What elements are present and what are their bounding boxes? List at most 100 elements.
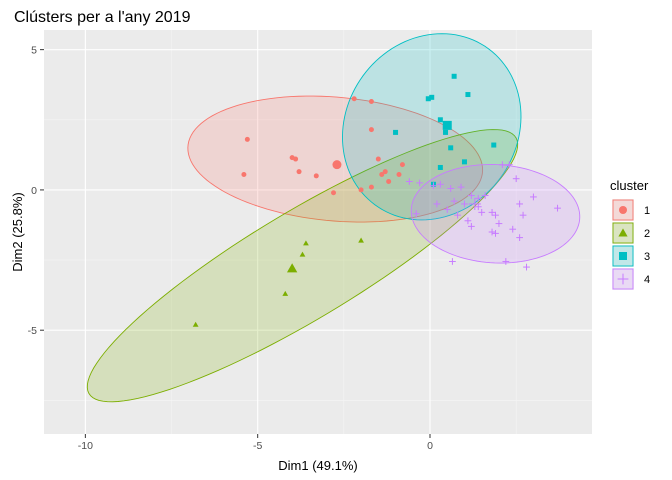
cluster-3-point (437, 117, 443, 123)
cluster-1-point (296, 169, 302, 175)
y-tick-label: -5 (28, 325, 37, 337)
y-tick-label: 5 (31, 45, 37, 57)
cluster-ellipses (86, 33, 581, 403)
cluster-1-point (351, 96, 357, 102)
cluster-4-point (516, 234, 523, 241)
cluster-4-point (512, 175, 520, 183)
cluster-3-point (393, 129, 399, 135)
cluster-4-point (461, 200, 468, 208)
y-axis-ticks: -5 0 5 (28, 45, 44, 337)
cluster-4-point (509, 225, 517, 233)
cluster-1-point (382, 169, 388, 175)
cluster-1-point (331, 190, 337, 196)
cluster-4-point (478, 208, 486, 216)
cluster-4-point (443, 206, 451, 213)
cluster-4-point (519, 211, 527, 219)
cluster-4-point (492, 211, 499, 219)
cluster-4-point (523, 263, 530, 271)
cluster-2-ellipse (86, 129, 519, 403)
cluster-2-point (299, 251, 306, 257)
cluster-1-point (293, 156, 299, 162)
cluster-1-point (399, 162, 405, 168)
cluster-3-point (437, 164, 443, 170)
legend-label-1: 1 (644, 205, 650, 217)
cluster-4-point (516, 200, 523, 208)
cluster-1-point (241, 171, 247, 177)
cluster-4-point (436, 180, 444, 188)
cluster-3-point (491, 142, 497, 148)
cluster-3-ellipse (342, 33, 522, 221)
cluster-1-point (313, 173, 319, 179)
cluster-1-point (379, 171, 385, 177)
cluster-4-point (495, 220, 503, 227)
cluster-4-centroid (468, 197, 481, 211)
cluster-4-point (405, 178, 413, 185)
cluster-3-point (429, 94, 435, 100)
legend-label-4: 4 (644, 274, 650, 286)
cluster-3-point (448, 145, 454, 151)
legend-symbol-2 (618, 228, 628, 237)
x-tick-label: -10 (78, 440, 93, 452)
cluster-1-point (368, 99, 374, 105)
legend-symbol-3 (619, 252, 627, 260)
legend: 1 2 3 4 (612, 199, 650, 290)
cluster-points (192, 73, 561, 327)
cluster-4-point (464, 217, 472, 225)
plot-panel (44, 30, 592, 434)
cluster-2-point (358, 237, 364, 243)
cluster-4-point (467, 223, 475, 230)
cluster-1-ellipse (187, 95, 484, 223)
cluster-3-point (451, 73, 457, 79)
cluster-4-point (416, 179, 424, 187)
legend-label-2: 2 (644, 228, 650, 240)
cluster-1-point (368, 127, 374, 133)
cluster-3-point (465, 92, 471, 98)
chart-title: Clústers per a l'any 2019 (14, 9, 191, 26)
cluster-1-point (375, 156, 381, 162)
cluster-4-point (505, 161, 513, 169)
cluster-4-point (488, 228, 496, 236)
cluster-1-point (396, 171, 402, 177)
cluster-4-point (502, 258, 510, 265)
cluster-centroids (286, 120, 481, 273)
cluster-3-centroid (442, 120, 452, 130)
cluster-1-point (244, 136, 250, 142)
legend-symbol-1 (619, 206, 627, 214)
cluster-4-point (433, 200, 441, 208)
cluster-2-point (192, 321, 199, 327)
x-tick-label: 0 (427, 440, 433, 452)
cluster-2-point (303, 240, 309, 246)
cluster-4-point (488, 208, 496, 216)
cluster-4-point (499, 161, 506, 169)
cluster-4-point (492, 230, 499, 237)
legend-symbol-4 (617, 273, 629, 285)
cluster-4-point (554, 204, 561, 212)
cluster-4-point (474, 203, 482, 211)
y-axis-title: Dim2 (25.8%) (10, 192, 25, 271)
x-axis-title: Dim1 (49.1%) (278, 458, 357, 473)
legend-title: cluster (610, 178, 649, 193)
cluster-4-point (447, 185, 455, 192)
cluster-3-point (443, 129, 449, 135)
cluster-1-centroid (332, 160, 342, 170)
x-axis-ticks: -10 -5 0 (78, 434, 433, 452)
cluster-4-point (450, 197, 458, 205)
cluster-4-point (449, 258, 456, 265)
cluster-2-centroid (286, 263, 298, 273)
cluster-4-point (454, 211, 461, 219)
cluster-4-point (457, 183, 465, 191)
cluster-1-point (368, 184, 374, 190)
cluster-3-point (461, 159, 467, 165)
cluster-2-point (282, 290, 289, 296)
cluster-4-point (481, 192, 489, 199)
cluster-1-point (386, 179, 392, 184)
cluster-4-point (530, 193, 537, 201)
cluster-3-point (425, 96, 431, 102)
cluster-1-point (358, 187, 364, 193)
y-tick-label: 0 (31, 185, 37, 197)
x-tick-label: -5 (253, 440, 262, 452)
cluster-4-point (467, 192, 475, 199)
cluster-4-point (412, 210, 420, 218)
legend-label-3: 3 (644, 251, 650, 263)
